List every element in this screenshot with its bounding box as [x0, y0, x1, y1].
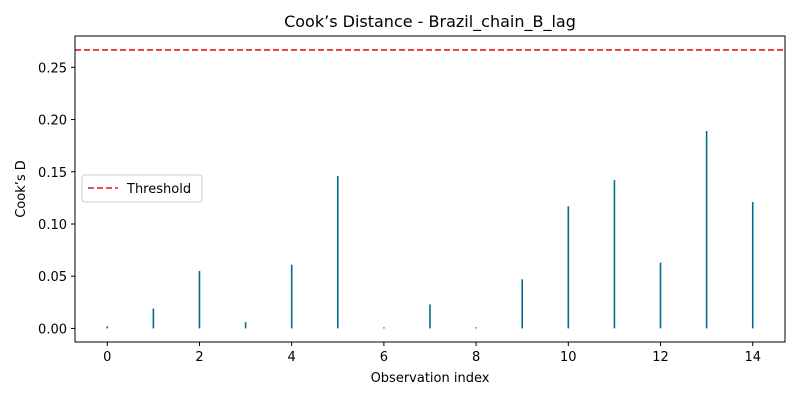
y-tick-label-1: 0.05: [38, 270, 67, 285]
x-tick-label-6: 6: [380, 350, 388, 365]
plot-area: 0 2 4 6 8 10 12 14 0.00 0.05 0.10 0.15 0.20 0.25: [38, 49, 785, 365]
x-tick-label-10: 10: [560, 350, 577, 365]
x-tick-label-14: 14: [744, 350, 761, 365]
y-axis-label: Cook’s D: [14, 160, 29, 218]
legend: Threshold: [81, 174, 203, 203]
y-tick-label-4: 0.20: [38, 114, 67, 129]
legend-threshold-label: Threshold: [126, 182, 191, 197]
y-tick-label-3: 0.15: [38, 166, 67, 181]
legend-box: [81, 174, 203, 203]
x-tick-label-2: 2: [195, 350, 203, 365]
x-tick-label-12: 12: [652, 350, 669, 365]
y-tick-label-2: 0.10: [38, 218, 67, 233]
x-axis-label: Observation index: [371, 371, 490, 386]
x-tick-label-0: 0: [103, 350, 111, 365]
x-tick-label-8: 8: [472, 350, 480, 365]
x-tick-label-4: 4: [288, 350, 296, 365]
chart-title: Cook’s Distance - Brazil_chain_B_lag: [284, 12, 576, 32]
plot-frame: [74, 35, 786, 343]
y-tick-label-0: 0.00: [38, 322, 67, 337]
y-tick-label-5: 0.25: [38, 61, 67, 76]
